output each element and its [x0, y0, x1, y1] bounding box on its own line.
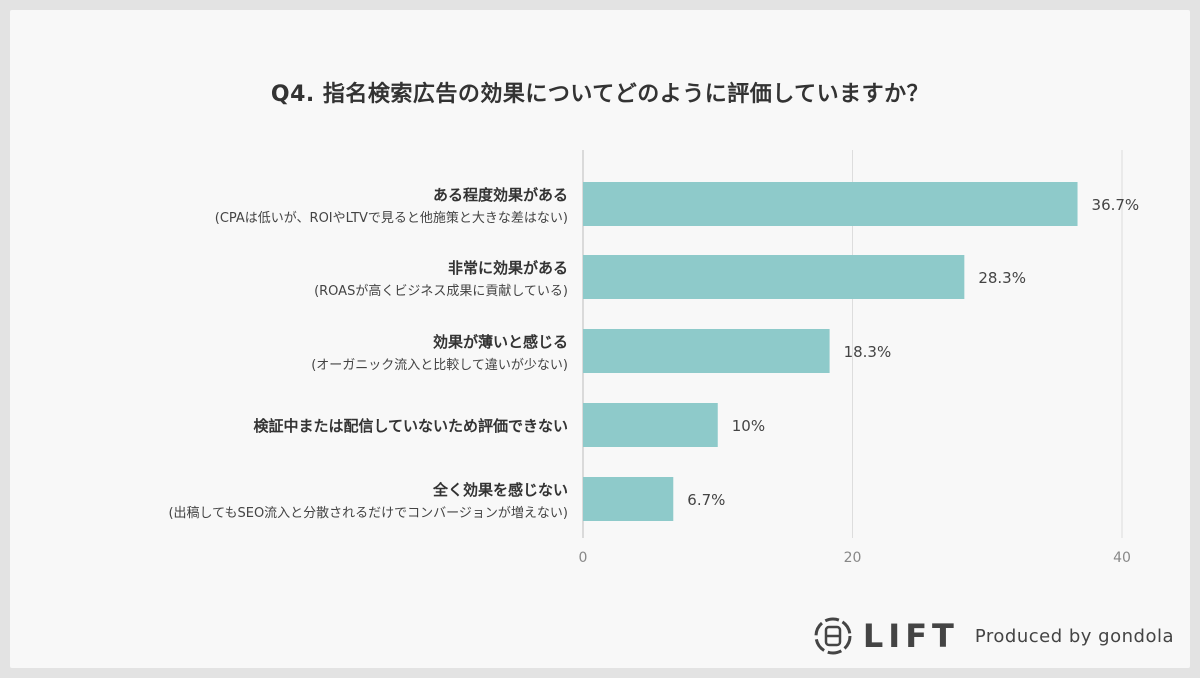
lift-logo-icon	[814, 617, 852, 655]
category-label: 検証中または配信していないため評価できない	[253, 417, 568, 435]
category-sublabel: (出稿してもSEO流入と分散されるだけでコンバージョンが増えない)	[168, 505, 568, 521]
category-label: 非常に効果がある	[448, 259, 568, 277]
category-sublabel: (CPAは低いが、ROIやLTVで見ると他施策と大きな差はない)	[215, 210, 568, 226]
chart-title: Q4. 指名検索広告の効果についてどのように評価していますか？	[270, 82, 930, 107]
category-sublabel: (オーガニック流入と比較して違いが少ない)	[311, 358, 568, 373]
category-label: ある程度効果がある	[433, 186, 568, 204]
category-label: 全く効果を感じない	[432, 481, 568, 499]
category-sublabel: (ROASが高くビジネス成果に貢献している)	[314, 283, 568, 299]
bar	[583, 329, 830, 373]
x-tick-label: 40	[1113, 550, 1131, 566]
x-tick-label: 20	[844, 550, 862, 566]
value-label: 10%	[732, 417, 765, 435]
value-label: 6.7%	[687, 491, 725, 509]
bar	[583, 182, 1078, 226]
logo-text: LIFT	[862, 617, 959, 655]
value-label: 28.3%	[978, 269, 1026, 287]
x-tick-label: 0	[579, 550, 588, 566]
category-label: 効果が薄いと感じる	[433, 333, 568, 351]
bar	[583, 255, 965, 299]
value-label: 18.3%	[844, 343, 892, 361]
bar	[583, 403, 718, 447]
bar	[583, 477, 674, 521]
produced-by-text: Produced by gondola	[974, 625, 1174, 647]
value-label: 36.7%	[1092, 196, 1140, 214]
footer: LIFT Produced by gondola	[813, 616, 1174, 656]
